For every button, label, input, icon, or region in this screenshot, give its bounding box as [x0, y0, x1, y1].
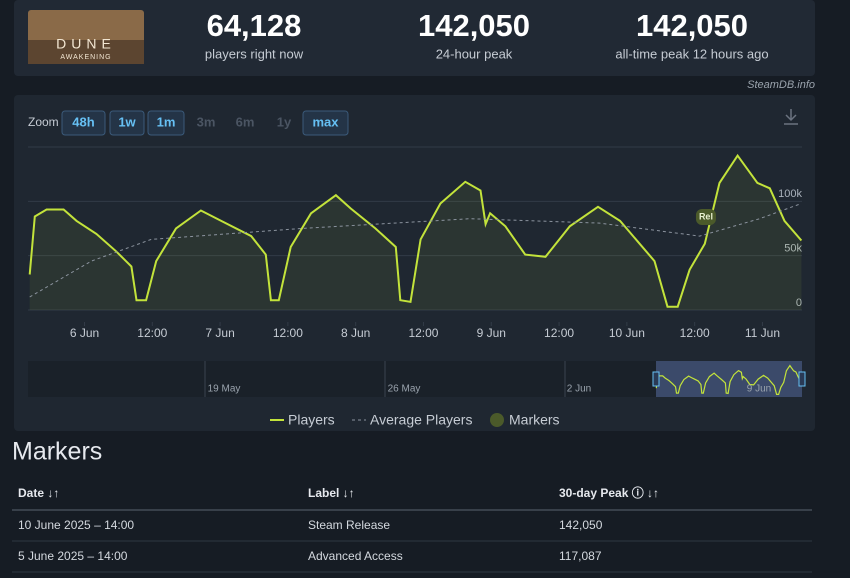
stat-caption: players right now: [205, 46, 304, 61]
table-header[interactable]: 30-day Peak ⓘ ↓↑: [559, 485, 659, 500]
source[interactable]: SteamDB.info: [747, 79, 815, 91]
stat-value: 142,050: [418, 8, 530, 43]
series-line: [28, 153, 803, 308]
x-tick-label: 12:00: [408, 326, 438, 340]
y-tick-label: 100k: [778, 188, 802, 200]
navigator-line: [655, 364, 803, 395]
chart-card: [14, 95, 815, 431]
zoom-label: Zoom: [28, 115, 59, 129]
table-cell: 142,050: [559, 518, 603, 532]
y-tick-label: 0: [796, 297, 802, 309]
y-tick-label: 50k: [784, 243, 802, 255]
zoom-button-label: 3m: [197, 114, 216, 129]
table-cell: 10 June 2025 – 14:00: [18, 518, 134, 532]
x-tick-label: 9 Jun: [477, 326, 506, 340]
legend-label[interactable]: Average Players: [370, 412, 472, 428]
x-tick-label: 12:00: [680, 326, 710, 340]
series-line: [29, 203, 802, 298]
stat-caption: 24-hour peak: [436, 46, 513, 61]
legend-label[interactable]: Players: [288, 412, 335, 428]
navigator-handle[interactable]: [798, 371, 806, 387]
game-logo-shade: [28, 40, 144, 64]
legend-label[interactable]: Markers: [509, 412, 560, 428]
logo-subtitle: AWAKENING: [60, 54, 111, 61]
x-tick-label: 12:00: [137, 326, 167, 340]
table-cell: 117,087: [559, 549, 602, 563]
navigator-label: 26 May: [388, 384, 421, 395]
zoom-button[interactable]: [302, 110, 349, 136]
download-icon[interactable]: [784, 109, 798, 125]
stats-card: [14, 0, 815, 76]
x-tick-label: 12:00: [544, 326, 574, 340]
players-area: [29, 155, 802, 310]
x-tick-label: 6 Jun: [70, 326, 99, 340]
zoom-button-label[interactable]: 1w: [118, 114, 136, 129]
zoom-button-label: 6m: [236, 114, 255, 129]
navigator-label: 2 Jun: [567, 384, 591, 395]
x-tick-label: 10 Jun: [609, 326, 645, 340]
zoom-button-label: 1y: [277, 114, 292, 129]
markers-title: Markers: [12, 438, 102, 466]
navigator-handle[interactable]: [652, 371, 660, 387]
navigator-label: 9 Jun: [747, 384, 771, 395]
zoom-button-label[interactable]: 48h: [72, 114, 94, 129]
marker[interactable]: [695, 209, 716, 226]
zoom-button[interactable]: [61, 110, 106, 136]
zoom-button-label[interactable]: max: [312, 114, 339, 129]
table-header[interactable]: Date ↓↑: [18, 486, 59, 500]
stat-caption: all-time peak 12 hours ago: [615, 46, 768, 61]
legend-swatch: [490, 413, 504, 427]
stat-value: 142,050: [636, 8, 748, 43]
x-tick-label: 11 Jun: [745, 326, 780, 340]
table-cell: Steam Release: [308, 518, 390, 532]
logo-title: DUNE: [56, 36, 116, 52]
zoom-button[interactable]: [109, 110, 145, 136]
zoom-button-label[interactable]: 1m: [157, 114, 176, 129]
table-cell: 5 June 2025 – 14:00: [18, 549, 128, 563]
x-tick-label: 8 Jun: [341, 326, 370, 340]
zoom-button[interactable]: [147, 110, 185, 136]
table-cell: Advanced Access: [308, 549, 403, 563]
x-tick-label: 7 Jun: [205, 326, 234, 340]
marker-label[interactable]: Rel: [699, 211, 713, 221]
stat-value: 64,128: [207, 8, 302, 43]
table-header[interactable]: Label ↓↑: [308, 486, 355, 500]
navigator-label: 19 May: [208, 384, 241, 395]
x-tick-label: 12:00: [273, 326, 303, 340]
